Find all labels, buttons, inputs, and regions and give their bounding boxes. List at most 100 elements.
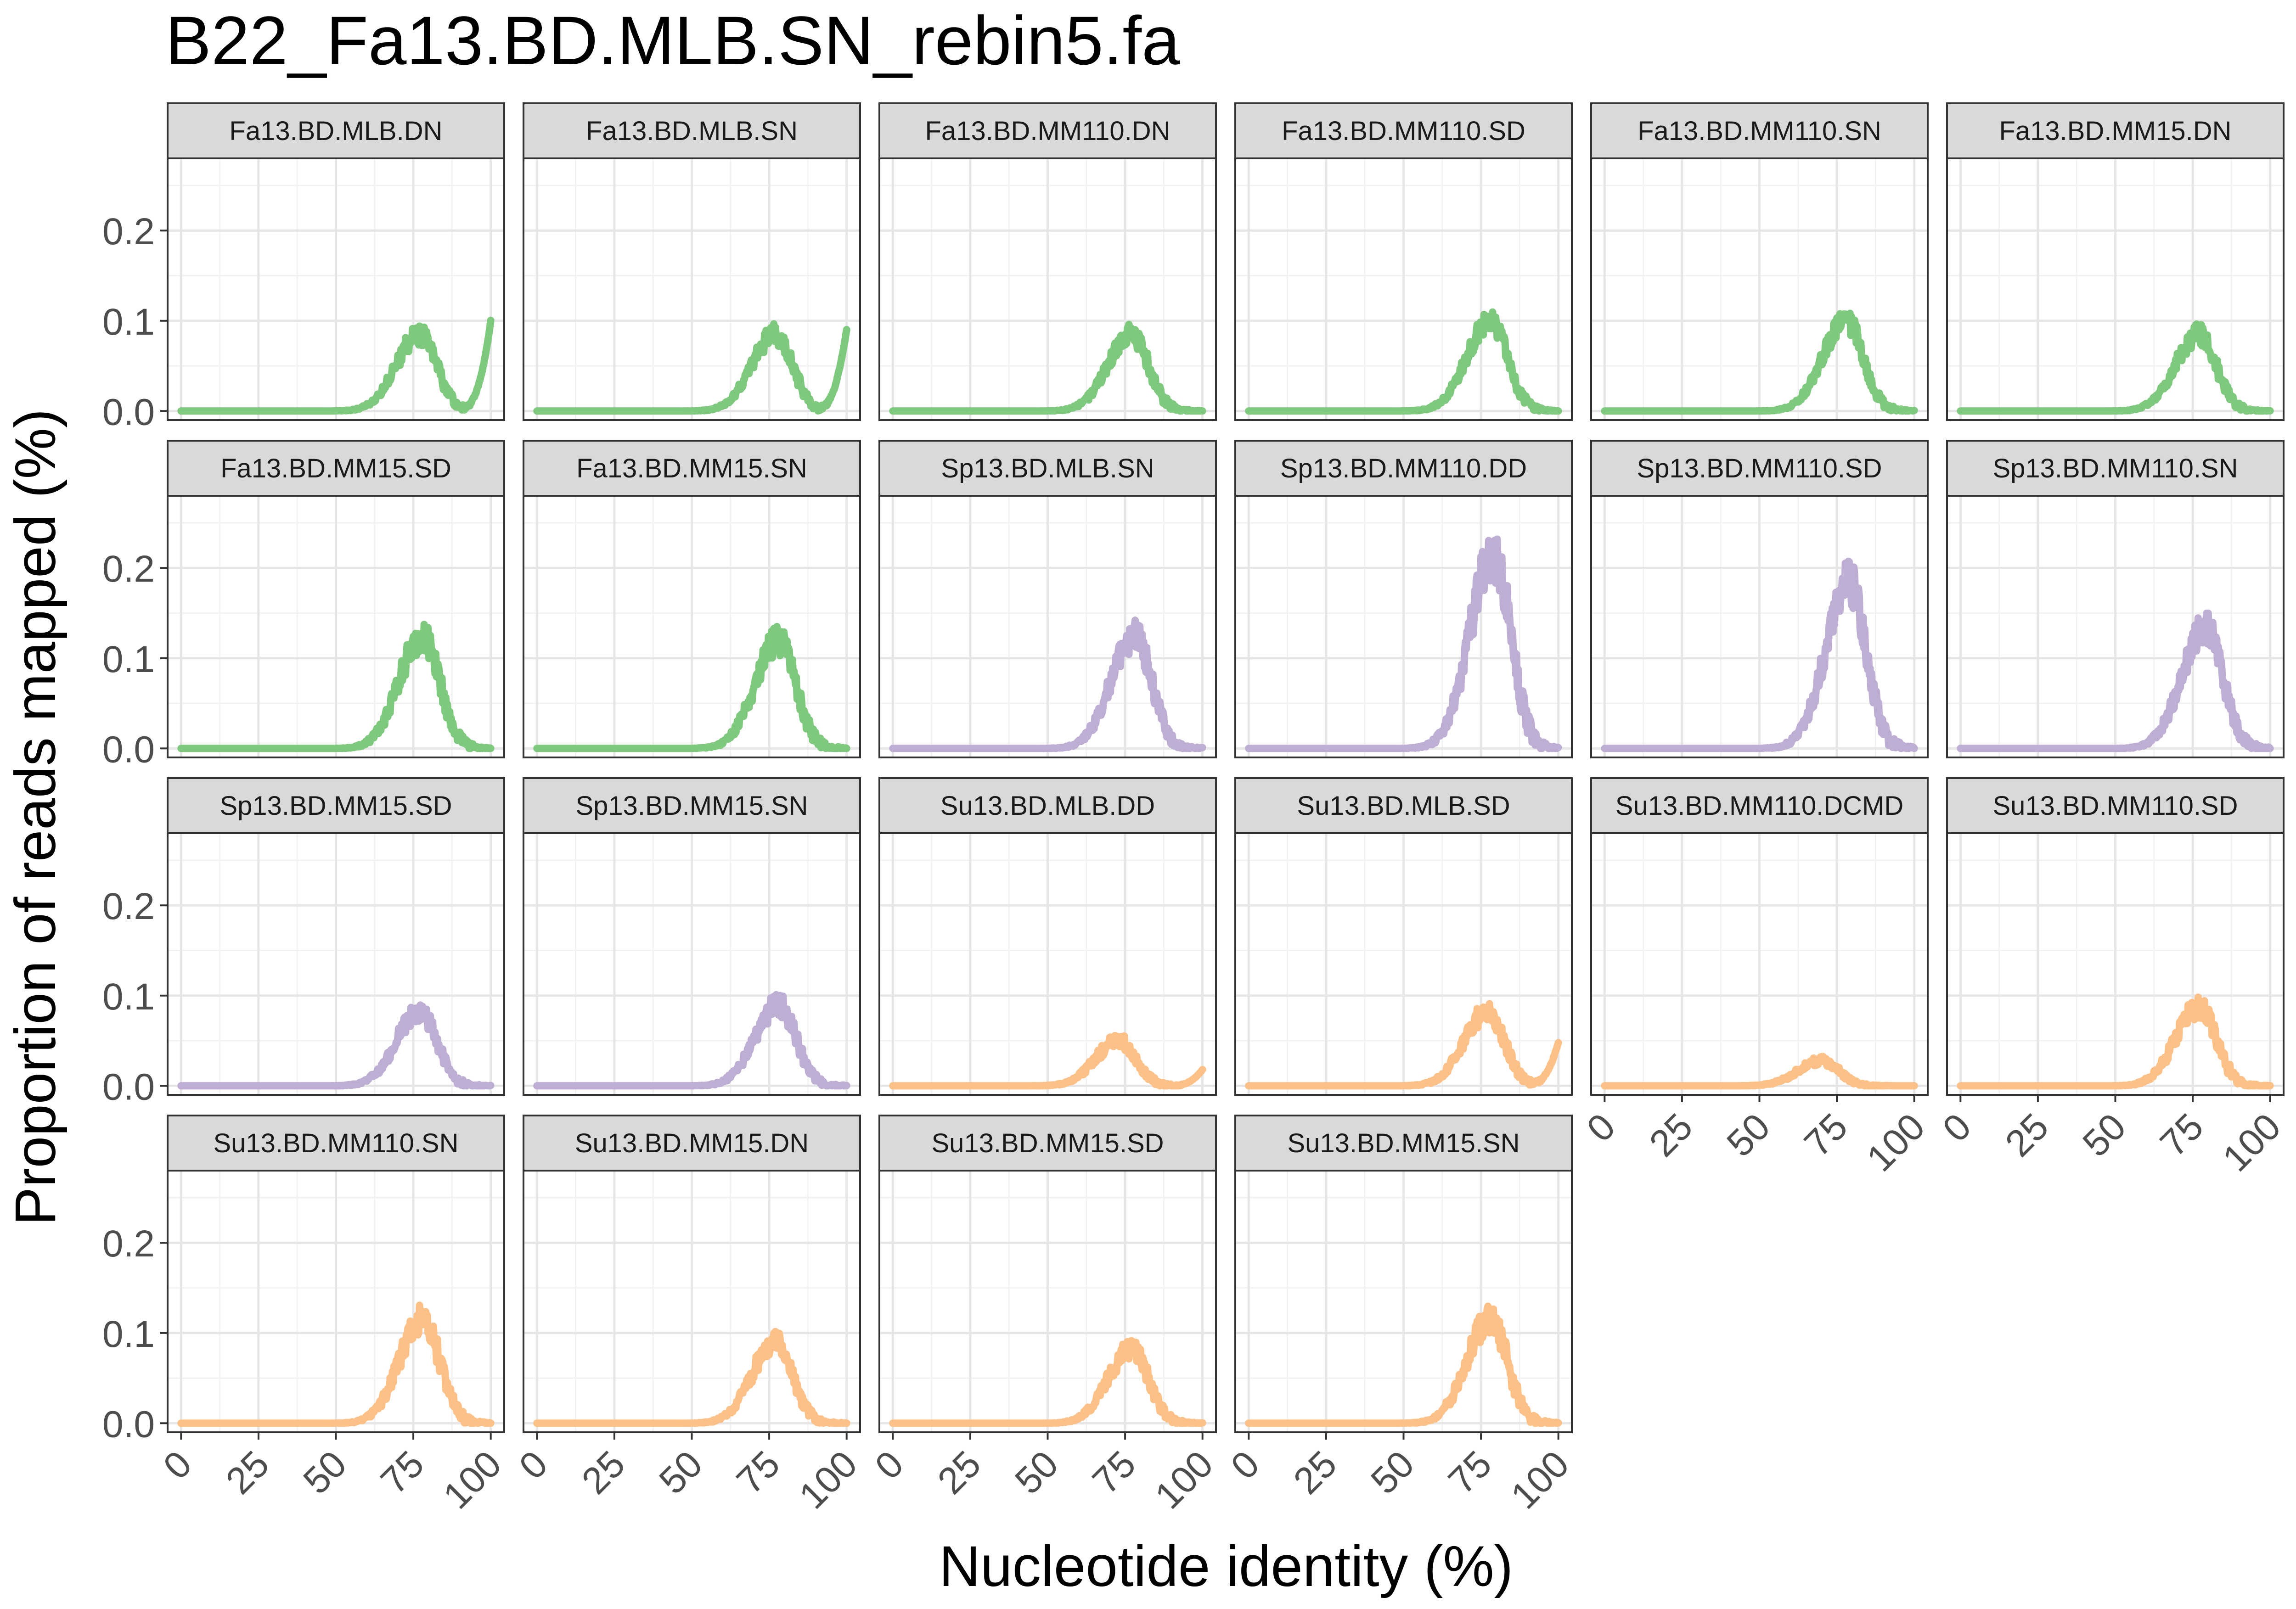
facet-strip-label: Su13.BD.MLB.DD	[940, 791, 1155, 821]
series-line	[1601, 1053, 1918, 1090]
facet-strip-label: Su13.BD.MLB.SD	[1297, 791, 1510, 821]
facet-panel: Sp13.BD.MM110.DD	[1234, 440, 1573, 758]
x-tick-label: 0	[511, 1443, 556, 1487]
facet-panel: Su13.BD.MM15.SN 0 25 50 75 100	[1223, 1115, 1577, 1517]
panel-border	[523, 832, 861, 1096]
series-line	[889, 617, 1206, 752]
x-tick-label: 75	[1441, 1443, 1500, 1502]
series-line	[177, 316, 495, 415]
x-tick-label: 0	[1579, 1105, 1623, 1150]
x-tick-label: 50	[651, 1443, 710, 1502]
facet-strip	[523, 440, 861, 497]
series-line	[1957, 993, 2274, 1090]
facet-strip	[1946, 440, 2285, 497]
facet-strip-label: Sp13.BD.MM15.SN	[575, 791, 808, 821]
x-tick-label: 100	[1147, 1443, 1221, 1517]
x-tick-label: 75	[1796, 1105, 1856, 1165]
series-line	[889, 320, 1206, 415]
panel-border	[1946, 495, 2285, 758]
facet-strip	[1234, 440, 1573, 497]
x-tick-label: 0	[1935, 1105, 1979, 1150]
x-tick-label: 100	[435, 1443, 509, 1517]
panel-border	[523, 157, 861, 421]
facet-strip-label: Sp13.BD.MLB.SN	[941, 454, 1154, 483]
series-line	[533, 320, 850, 415]
facet-strip	[1234, 102, 1573, 159]
y-tick-label: 0.0	[102, 729, 155, 770]
y-tick-label: 0.1	[102, 1313, 155, 1355]
facet-strip-label: Su13.BD.MM15.SD	[931, 1128, 1164, 1158]
facet-strip	[167, 1115, 505, 1172]
series-line	[1957, 320, 2274, 415]
series-line	[177, 1301, 495, 1427]
x-axis-label: Nucleotide identity (%)	[939, 1535, 1514, 1598]
series-line	[889, 1337, 1206, 1427]
y-tick-label: 0.1	[102, 976, 155, 1018]
x-tick-label: 100	[1503, 1443, 1577, 1517]
x-tick-label: 0	[1223, 1443, 1267, 1487]
series-line	[1245, 535, 1562, 752]
facet-strip-label: Sp13.BD.MM110.SN	[1992, 454, 2238, 483]
x-tick-label: 100	[1859, 1105, 1933, 1179]
facet-panel: Su13.BD.MM110.SD 0 25 50 75 100	[1935, 777, 2289, 1179]
x-tick-label: 75	[1085, 1443, 1144, 1502]
x-tick-label: 25	[930, 1443, 989, 1502]
x-tick-label: 100	[2215, 1105, 2289, 1179]
x-tick-label: 0	[155, 1443, 200, 1487]
facet-strip	[523, 102, 861, 159]
facet-strip-label: Fa13.BD.MM15.DN	[1999, 116, 2231, 146]
facet-strip	[167, 777, 505, 834]
series-line	[533, 991, 850, 1090]
y-axis-label: Proportion of reads mapped (%)	[4, 409, 68, 1226]
facet-panel: Sp13.BD.MM15.SD 0.0 0.1 0.2	[102, 777, 505, 1108]
panel-border	[167, 157, 505, 421]
panel-border	[1946, 157, 2285, 421]
series-line	[177, 621, 495, 752]
facet-panel: Su13.BD.MM15.DN 0 25 50 75 100	[511, 1115, 865, 1517]
facet-strip-label: Fa13.BD.MM110.SD	[1282, 116, 1525, 146]
facet-panel: Sp13.BD.MM110.SD	[1590, 440, 1929, 758]
series-line	[889, 1032, 1206, 1090]
facet-strip-label: Fa13.BD.MM15.SD	[220, 454, 451, 483]
facet-panel: Fa13.BD.MM15.SN	[523, 440, 861, 758]
facet-strip	[1234, 777, 1573, 834]
facet-strip-label: Fa13.BD.MLB.SN	[586, 116, 798, 146]
facet-strip-label: Sp13.BD.MM110.SD	[1637, 454, 1882, 483]
series-line	[1957, 609, 2274, 752]
facet-panels: Fa13.BD.MLB.DN 0.0 0.1 0.2 Fa13.BD.MLB.SN Fa1…	[102, 102, 2289, 1517]
facet-strip	[1590, 777, 1929, 834]
y-tick-label: 0.0	[102, 1403, 155, 1445]
x-tick-label: 25	[218, 1443, 277, 1502]
facet-panel: Fa13.BD.MM15.DN	[1946, 102, 2285, 421]
y-tick-label: 0.0	[102, 1066, 155, 1108]
facet-panel: Sp13.BD.MM15.SN	[523, 777, 861, 1096]
panel-border	[878, 832, 1217, 1096]
facet-strip	[1946, 102, 2285, 159]
panel-border	[1590, 495, 1929, 758]
facet-strip-label: Fa13.BD.MM110.DN	[925, 116, 1171, 146]
x-tick-label: 75	[373, 1443, 432, 1502]
panel-border	[1234, 157, 1573, 421]
series-line	[1601, 557, 1918, 752]
facet-panel: Fa13.BD.MM110.DN	[878, 102, 1217, 421]
y-tick-label: 0.0	[102, 391, 155, 433]
facet-strip	[1590, 102, 1929, 159]
facet-strip-label: Sp13.BD.MM15.SD	[219, 791, 452, 821]
facet-panel: Fa13.BD.MLB.SN	[523, 102, 861, 421]
series-line	[1245, 1000, 1562, 1090]
chart-title: B22_Fa13.BD.MLB.SN_rebin5.fa	[165, 2, 1180, 79]
x-tick-label: 25	[1642, 1105, 1701, 1165]
panel-border	[167, 495, 505, 758]
facet-strip-label: Fa13.BD.MM15.SN	[576, 454, 807, 483]
x-tick-label: 75	[729, 1443, 788, 1502]
panel-border	[1234, 832, 1573, 1096]
x-tick-label: 25	[1998, 1105, 2057, 1165]
facet-panel: Fa13.BD.MM110.SD	[1234, 102, 1573, 421]
x-tick-label: 25	[574, 1443, 633, 1502]
facet-strip	[1590, 440, 1929, 497]
series-line	[533, 1328, 850, 1427]
facet-strip-label: Su13.BD.MM15.SN	[1287, 1128, 1519, 1158]
facet-strip-label: Su13.BD.MM110.SD	[1992, 791, 2238, 821]
